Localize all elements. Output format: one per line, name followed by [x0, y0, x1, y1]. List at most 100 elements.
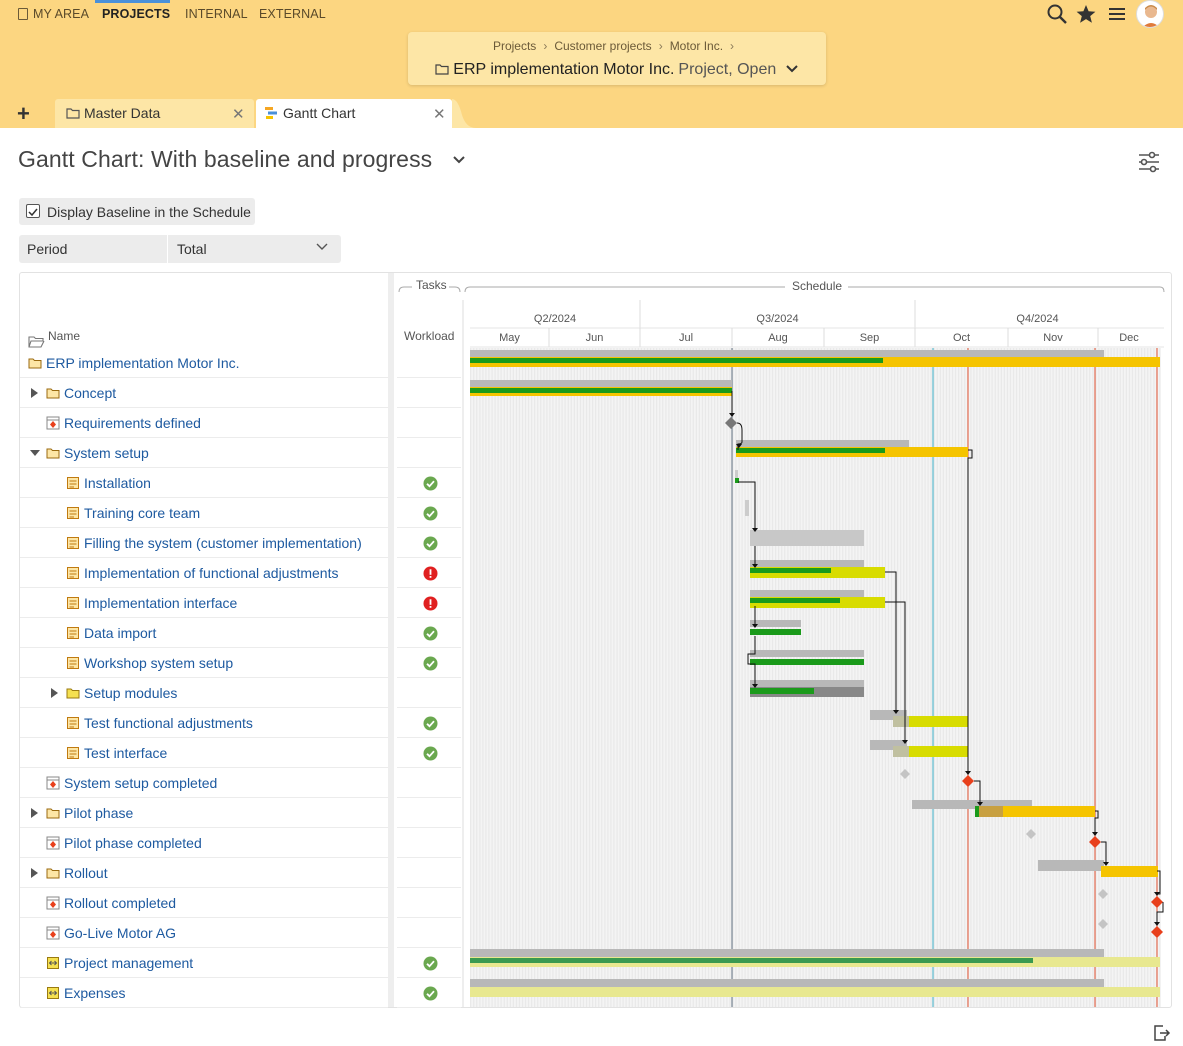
menu-icon[interactable] [1106, 3, 1128, 25]
table-row[interactable]: Setup modules [20, 678, 388, 708]
table-row[interactable]: Implementation of functional adjustments [20, 558, 388, 588]
row-label[interactable]: Setup modules [84, 685, 178, 701]
workload-cell [397, 438, 461, 468]
table-row[interactable]: Test interface [20, 738, 388, 768]
day-stripe [692, 348, 694, 1007]
table-row[interactable]: Expenses [20, 978, 388, 1008]
table-row[interactable]: Filling the system (customer implementat… [20, 528, 388, 558]
row-label[interactable]: Filling the system (customer implementat… [84, 535, 362, 551]
row-label[interactable]: Expenses [64, 985, 126, 1001]
check-circle-icon [423, 956, 438, 971]
schedule-bar [1101, 866, 1158, 877]
row-label[interactable]: Go-Live Motor AG [64, 925, 177, 941]
day-stripe [1095, 348, 1097, 1007]
row-label[interactable]: Rollout completed [64, 895, 177, 911]
period-select[interactable]: Period Total [19, 235, 341, 263]
table-row[interactable]: Test functional adjustments [20, 708, 388, 738]
search-icon[interactable] [1046, 3, 1068, 25]
workload-cell [397, 888, 461, 918]
day-stripe [723, 348, 725, 1007]
caret-down-icon[interactable] [30, 448, 40, 458]
breadcrumb-motor-inc[interactable]: Motor Inc. [669, 39, 724, 53]
table-row[interactable]: System setup completed [20, 768, 388, 798]
row-label[interactable]: ERP implementation Motor Inc. [46, 355, 240, 371]
table-row[interactable]: Rollout completed [20, 888, 388, 918]
row-label[interactable]: Project management [64, 955, 194, 971]
row-label[interactable]: Test functional adjustments [84, 715, 253, 731]
add-tab-button[interactable]: + [17, 101, 30, 126]
table-row[interactable]: Concept [20, 378, 388, 408]
baseline-toggle[interactable]: Display Baseline in the Schedule [19, 198, 255, 225]
row-label[interactable]: Implementation interface [84, 595, 238, 611]
project-selector[interactable]: ERP implementation Motor Inc. Project, Op… [408, 61, 826, 79]
breadcrumb-customer-projects[interactable]: Customer projects [554, 39, 652, 53]
tab-gantt-chart[interactable]: Gantt Chart ✕ [256, 99, 452, 128]
task-icon [67, 537, 79, 549]
nav-projects[interactable]: PROJECTS [102, 7, 171, 21]
chevron-down-icon[interactable] [452, 155, 466, 165]
row-label[interactable]: Training core team [84, 505, 201, 521]
table-row[interactable]: System setup [20, 438, 388, 468]
table-row[interactable]: Pilot phase completed [20, 828, 388, 858]
day-stripe [845, 348, 847, 1007]
day-stripe [561, 348, 563, 1007]
filter-settings-icon[interactable] [1137, 151, 1161, 173]
row-label[interactable]: Data import [84, 625, 157, 641]
table-row[interactable]: Project management [20, 948, 388, 978]
table-row[interactable]: Workshop system setup [20, 648, 388, 678]
milestone-marker [1151, 896, 1163, 908]
caret-right-icon[interactable] [50, 688, 60, 698]
row-label[interactable]: System setup [64, 445, 149, 461]
export-icon[interactable] [1151, 1023, 1171, 1043]
close-icon[interactable]: ✕ [433, 106, 446, 123]
row-label[interactable]: Workshop system setup [84, 655, 234, 671]
day-stripe [1137, 348, 1140, 1007]
baseline-checkbox[interactable] [26, 204, 40, 218]
row-label[interactable]: Installation [84, 475, 151, 491]
row-label[interactable]: Concept [64, 385, 117, 401]
day-stripe [1067, 348, 1070, 1007]
table-row[interactable]: Go-Live Motor AG [20, 918, 388, 948]
dependency-arrowhead [893, 710, 899, 714]
table-row[interactable]: Installation [20, 468, 388, 498]
avatar[interactable] [1136, 0, 1164, 28]
month-label: Sep [860, 332, 880, 344]
workload-cell [397, 978, 461, 1008]
nav-internal[interactable]: INTERNAL [185, 7, 248, 21]
table-row[interactable]: Pilot phase [20, 798, 388, 828]
table-row[interactable]: Training core team [20, 498, 388, 528]
chevron-down-icon [785, 65, 798, 73]
caret-right-icon[interactable] [30, 868, 40, 878]
progress-bar [750, 598, 840, 603]
dependency-arrowhead [752, 624, 758, 628]
nav-external[interactable]: EXTERNAL [259, 7, 326, 21]
breadcrumb-projects[interactable]: Projects [492, 39, 537, 53]
table-row[interactable]: Rollout [20, 858, 388, 888]
workload-column-header: Workload [404, 329, 455, 343]
day-stripe [900, 348, 902, 1007]
day-stripe [518, 348, 521, 1007]
row-label[interactable]: Pilot phase completed [64, 835, 202, 851]
baseline-bar [912, 800, 1032, 809]
chevron-down-icon[interactable] [315, 242, 329, 252]
table-row[interactable]: Data import [20, 618, 388, 648]
star-icon[interactable] [1075, 3, 1097, 25]
tab-master-data[interactable]: Master Data ✕ [55, 99, 254, 128]
close-icon[interactable]: ✕ [232, 106, 245, 123]
month-label: Dec [1119, 332, 1139, 344]
caret-right-icon[interactable] [30, 808, 40, 818]
row-label[interactable]: Test interface [84, 745, 168, 761]
caret-right-icon[interactable] [30, 388, 40, 398]
row-label[interactable]: Pilot phase [64, 805, 134, 821]
row-label[interactable]: System setup completed [64, 775, 218, 791]
period-value[interactable]: Total [177, 241, 207, 257]
table-row[interactable]: Implementation interface [20, 588, 388, 618]
progress-bar [735, 478, 739, 483]
table-row[interactable]: ERP implementation Motor Inc. [20, 348, 388, 378]
row-label[interactable]: Implementation of functional adjustments [84, 565, 339, 581]
row-label[interactable]: Requirements defined [64, 415, 201, 431]
table-row[interactable]: Requirements defined [20, 408, 388, 438]
day-stripe [497, 348, 499, 1007]
row-label[interactable]: Rollout [64, 865, 108, 881]
nav-my-area[interactable]: MY AREA [33, 7, 90, 21]
